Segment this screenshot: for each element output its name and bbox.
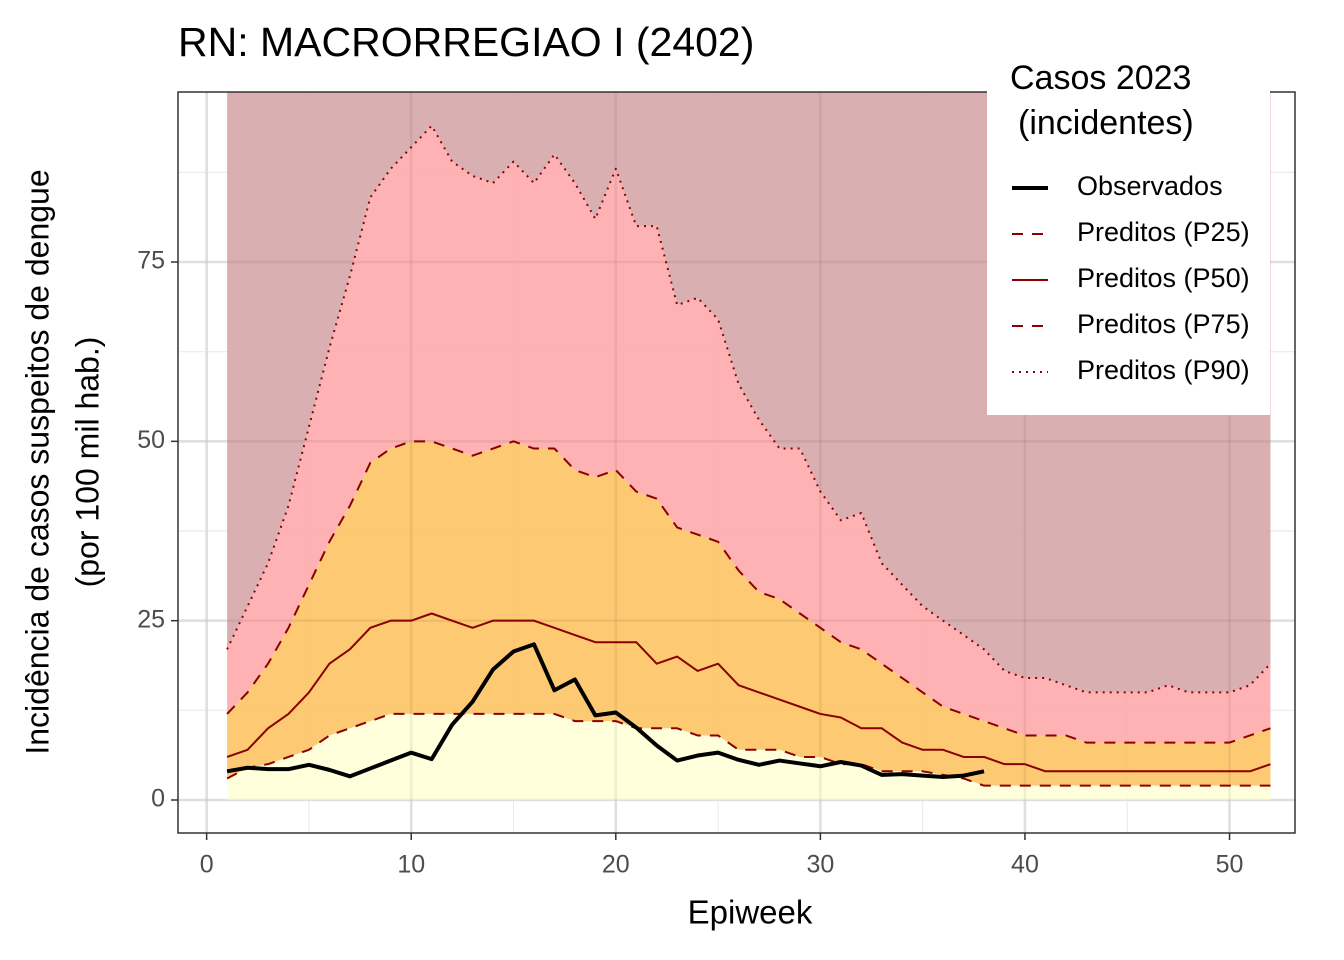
y-tick-label: 50 xyxy=(137,426,165,454)
series-line xyxy=(226,712,1271,787)
y-axis-label: (por 100 mil hab.) xyxy=(69,337,105,588)
legend-title: (incidentes) xyxy=(1018,104,1194,142)
legend-box xyxy=(987,60,1270,415)
legend-label: Observados xyxy=(1077,171,1223,201)
legend-title: Casos 2023 xyxy=(1010,59,1191,97)
legend-label: Preditos (P50) xyxy=(1077,263,1250,293)
band-area xyxy=(227,125,1271,743)
x-tick-label: 30 xyxy=(806,851,834,879)
legend-label: Preditos (P25) xyxy=(1077,217,1250,247)
series-line xyxy=(226,440,1271,744)
y-tick-label: 25 xyxy=(137,605,165,633)
legend-label: Preditos (P75) xyxy=(1077,309,1250,339)
y-axis-label: Incidência de casos suspeitos de dengue xyxy=(19,169,55,754)
series-line xyxy=(226,612,1271,773)
y-tick-label: 75 xyxy=(137,247,165,275)
chart-title: RN: MACRORREGIAO I (2402) xyxy=(178,19,754,65)
band-area xyxy=(227,441,1271,786)
series-line xyxy=(226,124,1272,694)
x-tick-label: 10 xyxy=(397,851,425,879)
y-tick-label: 0 xyxy=(151,785,165,813)
panel-border xyxy=(177,91,1296,834)
x-tick-label: 0 xyxy=(200,851,214,879)
x-tick-label: 40 xyxy=(1011,851,1039,879)
series-line xyxy=(226,642,985,780)
x-tick-label: 20 xyxy=(602,851,630,879)
band-area xyxy=(227,713,1271,801)
x-axis-label: Epiweek xyxy=(688,894,813,931)
x-tick-label: 50 xyxy=(1216,851,1244,879)
legend-label: Preditos (P90) xyxy=(1077,355,1250,385)
